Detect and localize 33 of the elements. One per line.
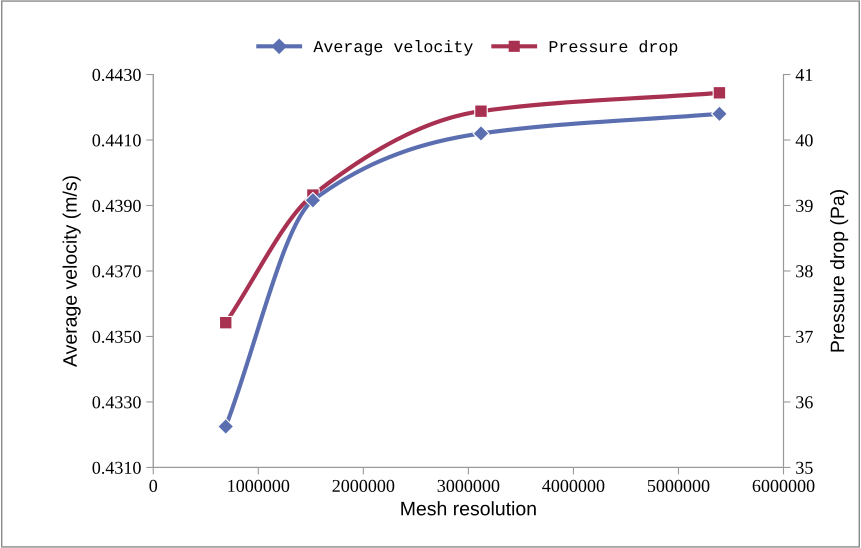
y2-tick-label: 35 [796, 462, 813, 474]
x-tick-label: 5000000 [648, 480, 710, 492]
legend-label: Average velocity [313, 40, 473, 56]
y-tick-label: 0.4310 [92, 462, 141, 474]
y2-tick-label: 38 [796, 265, 813, 278]
x-tick-label: 2000000 [332, 480, 394, 492]
y2-tick-label: 36 [796, 396, 813, 408]
y-tick-label: 0.4430 [92, 68, 141, 82]
point [217, 418, 234, 435]
y-tick-label: 0.4410 [92, 134, 141, 147]
y2-tick-label: 40 [796, 134, 813, 146]
y2-tick-label: 39 [796, 200, 813, 212]
x-tick-label: 1000000 [228, 480, 290, 492]
point [304, 192, 322, 209]
y-tick-label: 0.4390 [92, 200, 141, 212]
y-tick-label: 0.4350 [92, 330, 141, 343]
point [711, 105, 728, 122]
y-tick-label: 0.4370 [92, 265, 141, 278]
y2-axis-title: Pressure drop (Pa) [830, 190, 848, 352]
x-tick-label: 0 [149, 480, 158, 492]
legend-label: Pressure drop [550, 40, 678, 56]
point [472, 125, 490, 142]
point [474, 104, 488, 118]
x-tick-label: 4000000 [542, 480, 604, 492]
y2-tick-label: 37 [796, 330, 813, 343]
x-tick-label: 3000000 [438, 480, 500, 492]
y-tick-label: 0.4330 [92, 396, 141, 408]
y-axis-title: Average velocity (m/s) [62, 176, 81, 367]
x-axis-title: Mesh resolution [401, 501, 536, 516]
point [712, 86, 726, 100]
x-tick-label: 6000000 [752, 480, 814, 492]
point [218, 316, 233, 330]
y2-tick-label: 41 [796, 68, 812, 81]
